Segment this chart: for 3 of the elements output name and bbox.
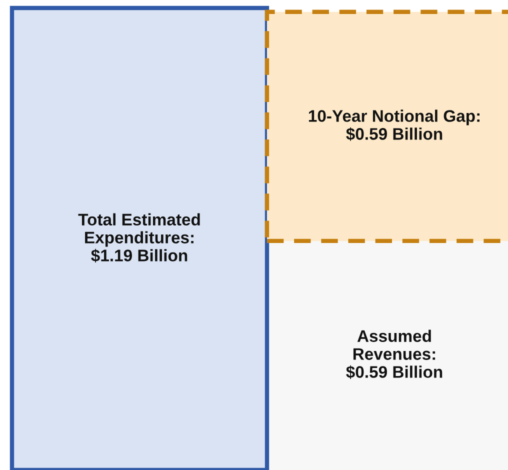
data-label: Total Estimated Expenditures: $1.19 Billion <box>78 213 200 262</box>
data-label: Assumed Revenues: $0.59 Billion <box>346 330 442 379</box>
data-label: 10-Year Notional Gap: $0.59 Billion <box>308 110 480 141</box>
